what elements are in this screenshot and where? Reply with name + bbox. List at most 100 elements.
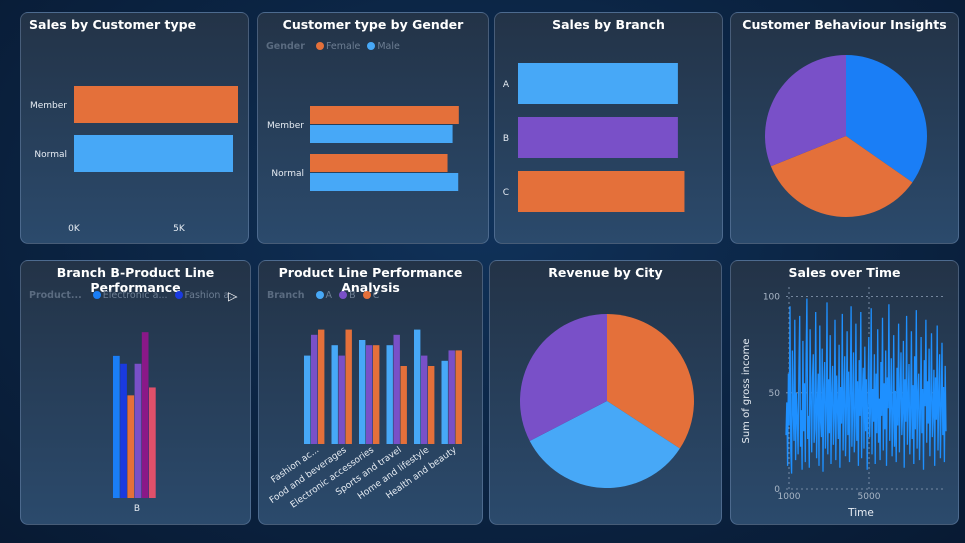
sales-by-customer-type-chart[interactable]: Member Normal 0K 5K xyxy=(21,13,249,244)
category-label-normal: Normal xyxy=(271,169,304,179)
chart-title: Sales over Time xyxy=(788,265,901,280)
bar-home-and-lifestyle-b xyxy=(421,355,428,444)
bar-normal-male xyxy=(310,173,459,191)
sales-over-time-chart[interactable]: 0 50 100 1000 5000 Time Sum of gross income xyxy=(731,261,959,525)
bar-normal-female xyxy=(310,154,448,172)
category-label-a: A xyxy=(503,80,510,90)
bar-series-3 xyxy=(127,395,135,498)
bar-sports-and-travel-b xyxy=(393,334,400,444)
chart-title: Customer type by Gender xyxy=(282,17,464,32)
branch-b-product-line-chart[interactable]: B xyxy=(21,261,251,525)
category-label-member: Member xyxy=(30,101,67,111)
bar-member-female xyxy=(310,106,459,124)
bar-series-5 xyxy=(141,332,149,498)
pie-slice-2 xyxy=(770,136,913,218)
bar-food-and-beverages-a xyxy=(331,345,338,444)
bar-home-and-lifestyle-a xyxy=(414,329,421,444)
bar-food-and-beverages-c xyxy=(345,329,352,444)
customer-type-by-gender-chart[interactable]: Member Normal xyxy=(258,13,489,244)
bar-series-6 xyxy=(149,387,156,498)
bar-series-4 xyxy=(134,363,142,498)
legend-title: Product... xyxy=(29,290,82,301)
bar-branch-c xyxy=(518,171,685,212)
legend-item-male[interactable]: Male xyxy=(377,41,400,52)
legend-item-electronic[interactable]: Electronic a... xyxy=(102,290,168,301)
y-tick-label: 50 xyxy=(769,389,781,399)
x-axis-label: Time xyxy=(847,507,874,519)
legend-swatch-male xyxy=(367,42,376,50)
pie-slice-2 xyxy=(529,401,680,488)
y-axis-label: Sum of gross income xyxy=(741,338,752,443)
bar-electronic-accessories-b xyxy=(366,345,373,444)
bar-series-1 xyxy=(113,355,120,498)
legend-title: Gender xyxy=(266,41,305,52)
pie-slice-3 xyxy=(765,54,846,167)
category-label-normal: Normal xyxy=(34,150,67,160)
pie-slice-1 xyxy=(846,55,927,183)
chart-title: Branch B-Product Line Performance xyxy=(56,265,215,295)
card-revenue-by-city: Revenue by City xyxy=(489,260,722,525)
legend: Product... Electronic a... Fashion a... xyxy=(29,290,238,301)
sales-by-branch-chart[interactable]: A B C xyxy=(495,13,723,244)
y-tick-label: 100 xyxy=(763,293,780,303)
bar-fashion-ac-b xyxy=(311,334,318,444)
bar-electronic-accessories-a xyxy=(359,340,366,444)
card-branch-b-product-line: Branch B-Product Line Performance Produc… xyxy=(20,260,251,525)
bar-health-and-beauty-a xyxy=(441,360,448,444)
bar-sports-and-travel-c xyxy=(400,366,407,444)
bar-health-and-beauty-c xyxy=(455,350,462,444)
legend-swatch-female xyxy=(315,42,324,50)
legend-swatch-a xyxy=(315,291,324,299)
category-label-member: Member xyxy=(267,121,304,131)
bar-health-and-beauty-b xyxy=(448,350,455,444)
legend-item-a[interactable]: A xyxy=(325,290,333,301)
legend: Branch A B C xyxy=(267,290,379,301)
legend-item-c[interactable]: C xyxy=(372,290,380,301)
bar-fashion-ac-a xyxy=(304,355,311,444)
sales-line xyxy=(785,298,947,474)
y-tick-label: 0 xyxy=(774,485,780,495)
category-label-b: B xyxy=(503,134,509,144)
card-customer-behaviour-insights: Customer Behaviour Insights xyxy=(730,12,959,244)
x-tick-label: 1000 xyxy=(778,492,801,502)
legend-item-female[interactable]: Female xyxy=(325,41,361,52)
legend-swatch-electronic xyxy=(92,291,101,299)
bar-fashion-ac-c xyxy=(318,329,325,444)
bar-normal xyxy=(74,135,233,172)
product-line-performance-chart[interactable]: Fashion ac...Food and beveragesElectroni… xyxy=(259,261,483,525)
bar-series-2 xyxy=(120,363,127,498)
legend-item-fashion[interactable]: Fashion a... xyxy=(184,290,239,301)
x-tick-label: 5K xyxy=(173,224,186,234)
legend-swatch-b xyxy=(339,291,348,299)
legend-swatch-fashion xyxy=(174,291,183,299)
chart-title: Revenue by City xyxy=(548,265,663,280)
x-tick-label: 5000 xyxy=(858,492,881,502)
pie-slice-3 xyxy=(520,314,607,441)
bar-home-and-lifestyle-c xyxy=(428,366,435,444)
card-sales-over-time: Sales over Time 0 50 100 1000 5000 Time Sum of… xyxy=(730,260,959,525)
legend: Gender Female Male xyxy=(266,41,400,52)
chart-title: Sales by Branch xyxy=(552,17,665,32)
bar-branch-a xyxy=(518,63,678,104)
revenue-by-city-pie-chart[interactable] xyxy=(490,261,722,525)
bar-food-and-beverages-b xyxy=(338,355,345,444)
pie-slice-1 xyxy=(607,314,694,449)
legend-item-b[interactable]: B xyxy=(349,290,356,301)
legend-next-icon[interactable]: ▷ xyxy=(228,289,238,303)
legend-swatch-c xyxy=(362,291,371,299)
bar-member xyxy=(74,86,238,123)
card-sales-by-customer-type: Sales by Customer type Member Normal 0K 5K xyxy=(20,12,249,244)
customer-behaviour-pie-chart[interactable] xyxy=(731,13,959,244)
card-product-line-performance: Product Line Performance Analysis Branch… xyxy=(258,260,483,525)
bar-electronic-accessories-c xyxy=(373,345,380,444)
x-tick-label: B xyxy=(134,504,140,514)
bar-member-male xyxy=(310,125,453,143)
card-sales-by-branch: Sales by Branch A B C xyxy=(494,12,723,244)
chart-title: Sales by Customer type xyxy=(29,17,197,32)
category-label-c: C xyxy=(503,188,509,198)
chart-title: Customer Behaviour Insights xyxy=(742,17,947,32)
bar-sports-and-travel-a xyxy=(386,345,393,444)
chart-title: Product Line Performance Analysis xyxy=(278,265,463,295)
bar-branch-b xyxy=(518,117,678,158)
x-tick-label: 0K xyxy=(68,224,81,234)
